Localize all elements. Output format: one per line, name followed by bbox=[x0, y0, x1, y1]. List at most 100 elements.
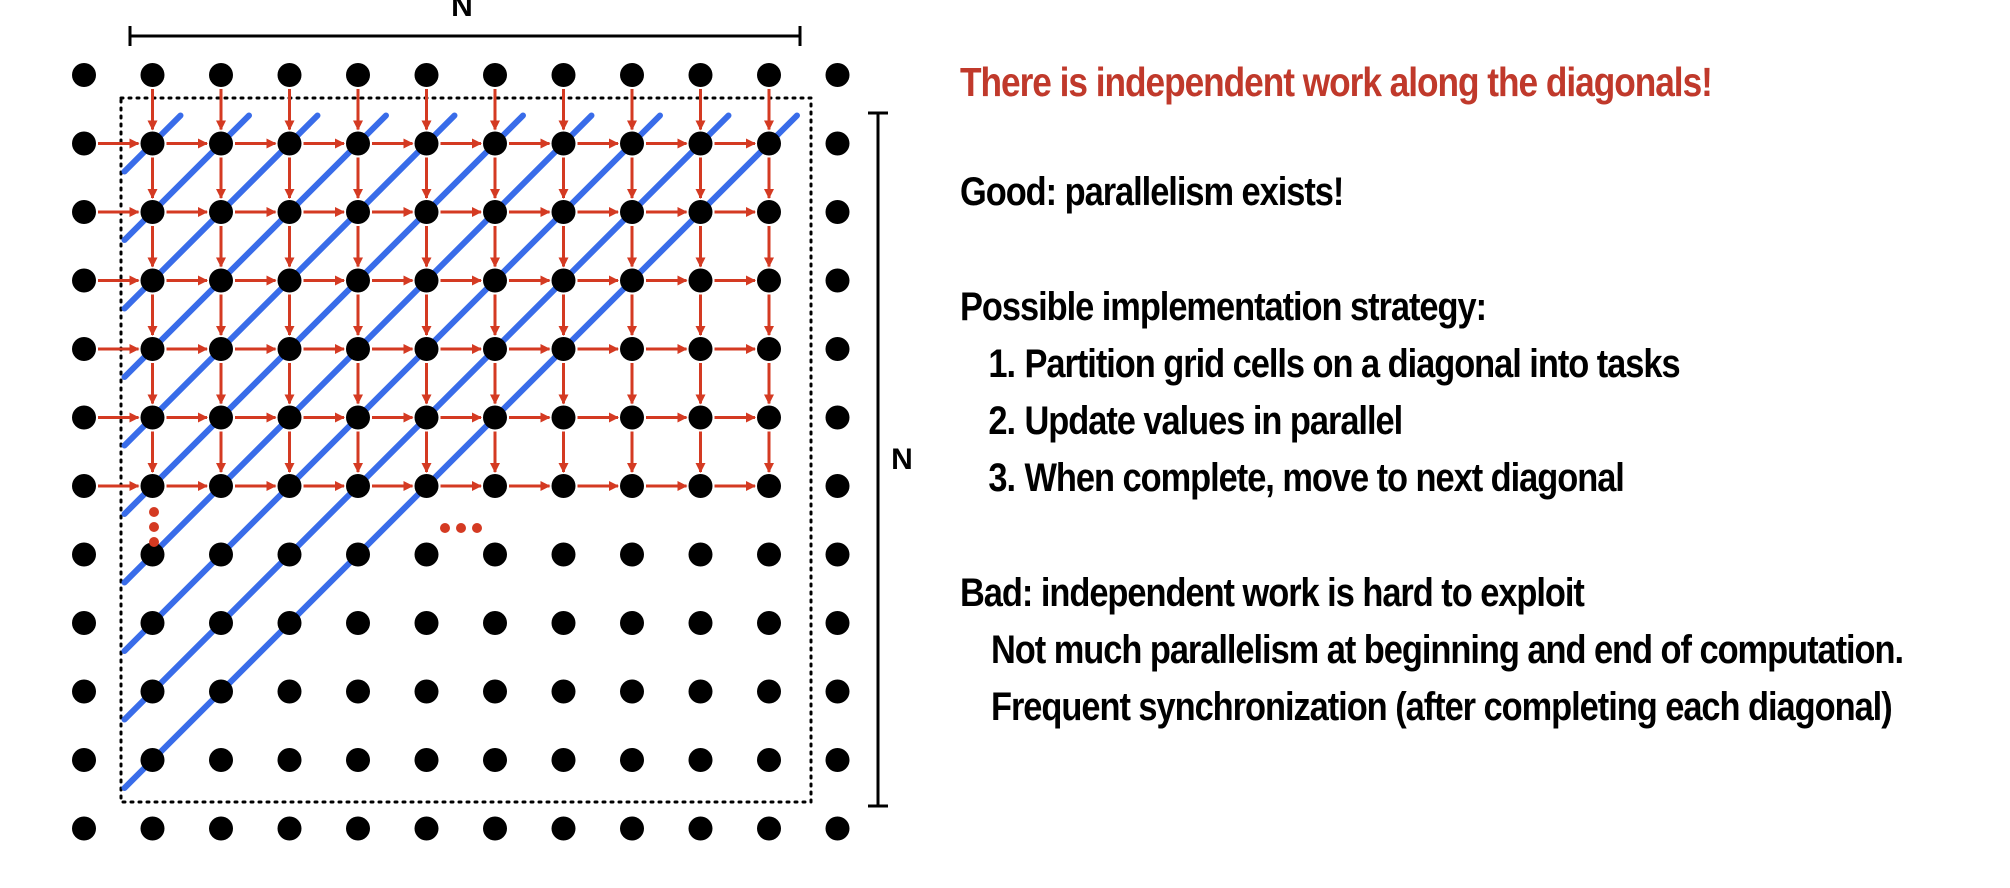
grid-point bbox=[620, 63, 644, 87]
grid-point bbox=[757, 816, 781, 841]
grid-point bbox=[209, 337, 233, 361]
grid-point bbox=[209, 816, 233, 841]
grid-point bbox=[483, 131, 507, 156]
grid-point bbox=[688, 405, 713, 430]
grid-point bbox=[277, 200, 302, 224]
grid-point bbox=[483, 474, 507, 498]
grid-point bbox=[551, 200, 576, 224]
grid-point bbox=[551, 748, 576, 772]
grid-point bbox=[551, 268, 576, 293]
grid-point bbox=[346, 63, 370, 87]
grid-point bbox=[209, 131, 233, 156]
grid-point bbox=[551, 405, 576, 430]
grid-point bbox=[346, 611, 370, 635]
grid-point bbox=[414, 748, 439, 772]
grid-point bbox=[209, 268, 233, 293]
grid-point bbox=[140, 63, 165, 87]
grid-point bbox=[825, 268, 850, 293]
grid-point bbox=[688, 337, 713, 361]
grid-point bbox=[140, 816, 165, 841]
grid-point bbox=[72, 405, 96, 430]
grid-point bbox=[277, 816, 302, 841]
grid-point bbox=[688, 200, 713, 224]
grid-point bbox=[483, 679, 507, 704]
grid-point bbox=[140, 474, 165, 498]
grid-point bbox=[620, 474, 644, 498]
grid-point bbox=[825, 405, 850, 430]
grid-point bbox=[551, 611, 576, 635]
grid-point bbox=[825, 816, 850, 841]
grid-point bbox=[483, 542, 507, 567]
grid-point bbox=[688, 474, 713, 498]
grid-point bbox=[620, 200, 644, 224]
grid-point bbox=[72, 679, 96, 704]
grid-point bbox=[414, 131, 439, 156]
grid-point bbox=[346, 474, 370, 498]
grid-point bbox=[277, 268, 302, 293]
grid-point bbox=[277, 405, 302, 430]
grid-point bbox=[757, 679, 781, 704]
grid-point bbox=[620, 816, 644, 841]
grid-point bbox=[825, 474, 850, 498]
grid-point bbox=[209, 63, 233, 87]
grid-point bbox=[757, 337, 781, 361]
grid-point bbox=[688, 268, 713, 293]
grid-point bbox=[277, 542, 302, 567]
grid-point bbox=[72, 816, 96, 841]
grid-points bbox=[72, 63, 850, 841]
grid-point bbox=[277, 474, 302, 498]
grid-point bbox=[414, 816, 439, 841]
grid-point bbox=[72, 474, 96, 498]
grid-point bbox=[825, 679, 850, 704]
grid-point bbox=[277, 679, 302, 704]
grid-point bbox=[825, 337, 850, 361]
grid-point bbox=[277, 63, 302, 87]
grid-point bbox=[414, 611, 439, 635]
grid-point bbox=[620, 337, 644, 361]
grid-point bbox=[620, 542, 644, 567]
row-ellipsis bbox=[440, 523, 482, 533]
step-number: 1. bbox=[988, 342, 1016, 386]
grid-point bbox=[483, 816, 507, 841]
strategy-step: 1. Partition grid cells on a diagonal int… bbox=[960, 336, 1854, 393]
grid-point bbox=[757, 542, 781, 567]
interior-boundary bbox=[119, 96, 813, 804]
grid-point bbox=[757, 611, 781, 635]
step-number: 3. bbox=[988, 456, 1016, 500]
grid-point bbox=[620, 405, 644, 430]
grid-point bbox=[825, 542, 850, 567]
grid-point bbox=[688, 816, 713, 841]
grid-point bbox=[346, 200, 370, 224]
diagonal-stroke bbox=[121, 112, 389, 380]
headline: There is independent work along the diag… bbox=[960, 59, 1713, 105]
grid-point bbox=[277, 337, 302, 361]
grid-point bbox=[620, 748, 644, 772]
grid-point bbox=[551, 63, 576, 87]
grid-point bbox=[688, 131, 713, 156]
strategy-step: 3. When complete, move to next diagonal bbox=[960, 450, 1854, 507]
grid-point bbox=[483, 268, 507, 293]
step-text: Partition grid cells on a diagonal into … bbox=[1024, 342, 1681, 386]
grid-point bbox=[72, 337, 96, 361]
grid-point bbox=[757, 748, 781, 772]
side-dimension-bracket bbox=[868, 111, 888, 808]
grid-point bbox=[346, 816, 370, 841]
grid-point bbox=[209, 679, 233, 704]
grid-point bbox=[277, 748, 302, 772]
grid-point bbox=[277, 131, 302, 156]
grid-point bbox=[757, 131, 781, 156]
grid-point bbox=[346, 542, 370, 567]
grid-point bbox=[483, 337, 507, 361]
grid-point bbox=[757, 63, 781, 87]
grid-point bbox=[620, 268, 644, 293]
grid-point bbox=[346, 268, 370, 293]
grid-point bbox=[483, 611, 507, 635]
step-text: Update values in parallel bbox=[1024, 399, 1404, 443]
bad-point: Frequent synchronization (after completi… bbox=[990, 685, 1893, 729]
grid-point bbox=[825, 63, 850, 87]
good-statement: Good: parallelism exists! bbox=[960, 170, 1344, 214]
grid-point bbox=[688, 63, 713, 87]
grid-point bbox=[209, 405, 233, 430]
grid-point bbox=[209, 542, 233, 567]
grid-point bbox=[688, 542, 713, 567]
